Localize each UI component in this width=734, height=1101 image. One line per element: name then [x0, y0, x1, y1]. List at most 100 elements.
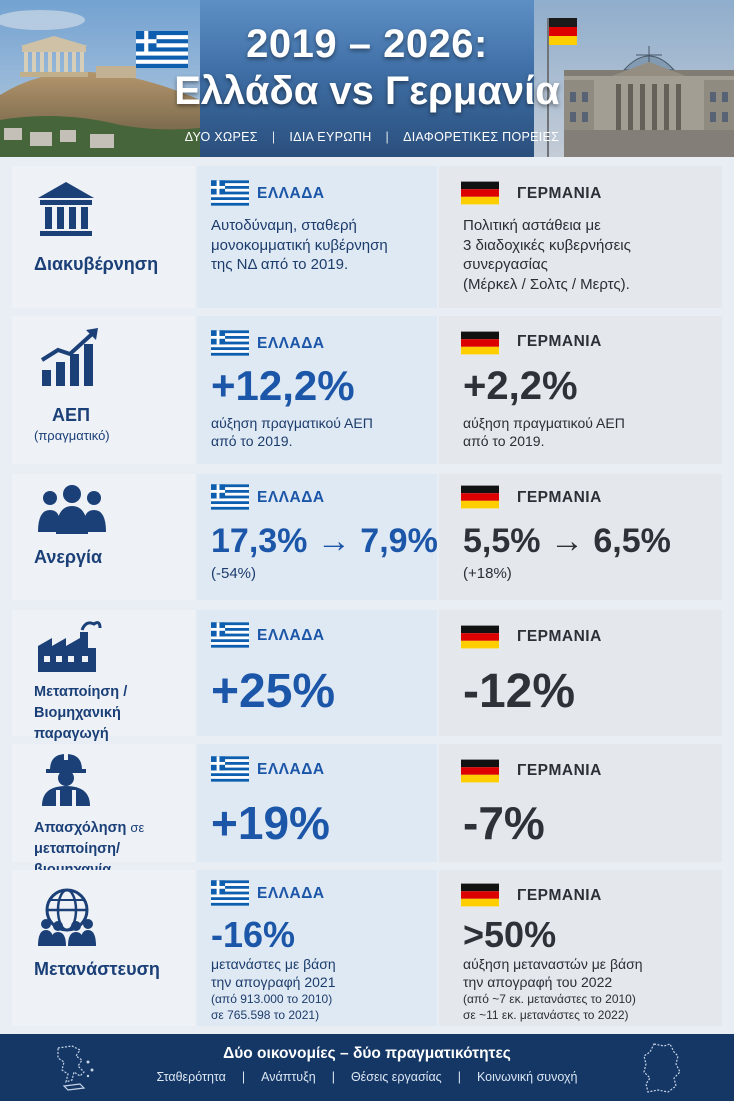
growth-chart-icon: [40, 328, 98, 386]
row-sublabel: (πραγματικό): [34, 428, 110, 443]
text-line: συνεργασίας: [463, 256, 548, 273]
tagline-separator: |: [271, 130, 276, 144]
germany-cell: ΓΕΡΜΑΝΙΑ 5,5% → 6,5% (+18%): [439, 474, 722, 600]
row-gdp: ΑΕΠ (πραγματικό) ΕΛΛΑΔΑ +12,2% αύξηση πρ…: [12, 316, 722, 464]
label-suffix: σε: [130, 820, 145, 835]
footer-keyword: Θέσεις εργασίας: [350, 1070, 442, 1084]
text-line: μονοκομματική κυβέρνηση: [211, 236, 388, 254]
germany-description: αύξηση μεταναστών με βάση την απογραφή τ…: [463, 955, 643, 991]
german-flag-icon: [461, 484, 499, 510]
greece-change: (-54%): [211, 565, 257, 582]
text-line: (Μέρκελ / Σολτς / Μερτς).: [463, 275, 630, 293]
country-name-germany: ΓΕΡΜΑΝΙΑ: [517, 333, 602, 350]
row-label-cell: Μεταποίηση / Βιομηχανική παραγωγή: [12, 610, 195, 742]
text-line: αύξηση πραγματικού ΑΕΠ: [211, 415, 373, 431]
germany-change: (+18%): [463, 565, 512, 582]
greece-value: -16%: [211, 914, 296, 955]
german-flag-icon: [461, 330, 499, 356]
footer-keywords: Σταθερότητα | Ανάπτυξη | Θέσεις εργασίας…: [0, 1070, 734, 1084]
row-label-cell: Απασχόληση σε μεταποίηση/βιομηχανία: [12, 744, 195, 878]
germany-value: +2,2%: [463, 364, 578, 408]
footer-separator: |: [457, 1070, 461, 1084]
label-main: Απασχόληση: [34, 820, 127, 836]
row-label-cell: Μετανάστευση: [12, 870, 195, 1026]
header-text: 2019 – 2026: Ελλάδα vs Γερμανία ΔΥΟ ΧΩΡΕ…: [150, 0, 584, 157]
country-name-germany: ΓΕΡΜΑΝΙΑ: [517, 489, 602, 506]
country-name-germany: ΓΕΡΜΑΝΙΑ: [517, 887, 602, 904]
greek-flag-icon: [211, 756, 249, 782]
row-label: ΑΕΠ: [52, 405, 91, 425]
text-line: από το 2019.: [463, 433, 545, 450]
row-label: Ανεργία: [34, 547, 103, 567]
greece-cell: ΕΛΛΑΔΑ -16% μετανάστες με βάση την απογρ…: [197, 870, 437, 1026]
label-line: Μεταποίηση /: [34, 684, 128, 700]
row-label: Μεταποίηση / Βιομηχανική παραγωγή: [34, 682, 195, 745]
country-name-germany: ΓΕΡΜΑΝΙΑ: [517, 628, 602, 645]
country-name-greece: ΕΛΛΑΔΑ: [257, 489, 325, 506]
factory-icon: [38, 621, 102, 672]
greek-flag-icon: [136, 31, 188, 68]
text-line: την απογραφή του 2022: [463, 974, 613, 991]
germany-cell: ΓΕΡΜΑΝΙΑ -7%: [439, 744, 722, 862]
tagline-item: ΔΙΑΦΟΡΕΤΙΚΕΣ ΠΟΡΕΙΕΣ: [403, 130, 560, 144]
globe-people-icon: [38, 888, 96, 946]
germany-map-icon: [643, 1043, 681, 1093]
germany-cell: ΓΕΡΜΑΝΙΑ +2,2% αύξηση πραγματικού ΑΕΠ απ…: [439, 316, 722, 464]
german-flag-icon: [549, 18, 577, 45]
greece-description: αύξηση πραγματικού ΑΕΠ από το 2019.: [211, 414, 373, 450]
greek-flag-icon: [211, 484, 249, 510]
germany-value: -12%: [463, 665, 576, 718]
germany-cell: ΓΕΡΜΑΝΙΑ >50% αύξηση μεταναστών με βάση …: [439, 870, 722, 1026]
row-unemployment: Ανεργία ΕΛΛΑΔΑ 17,3% → 7,9% (-54%) ΓΕΡΜΑ…: [12, 474, 722, 600]
country-name-greece: ΕΛΛΑΔΑ: [257, 627, 325, 644]
footer-title: Δύο οικονομίες – δύο πραγματικότητες: [223, 1045, 511, 1062]
note-line: σε 765.598 το 2021): [211, 1008, 320, 1023]
country-name-greece: ΕΛΛΑΔΑ: [257, 185, 325, 202]
greece-value: +12,2%: [211, 362, 355, 409]
greece-value: 17,3% → 7,9%: [211, 522, 438, 560]
germany-description: Πολιτική αστάθεια με 3 διαδοχικές κυβερν…: [463, 216, 631, 294]
german-flag-icon: [461, 624, 499, 650]
note-line: σε ~11 εκ. μετανάστες το 2022): [463, 1008, 629, 1023]
greece-value: +19%: [211, 797, 330, 849]
greece-note: (από 913.000 το 2010) σε 765.598 το 2021…: [211, 991, 332, 1023]
greek-flag-icon: [211, 180, 249, 206]
greece-map-icon: [57, 1045, 94, 1091]
greek-flag-icon: [211, 330, 249, 356]
tagline-item: ΙΔΙΑ ΕΥΡΩΠΗ: [289, 130, 372, 144]
country-name-greece: ΕΛΛΑΔΑ: [257, 885, 325, 902]
greece-cell: ΕΛΛΑΔΑ 17,3% → 7,9% (-54%): [197, 474, 438, 600]
row-manufacturing: Μεταποίηση / Βιομηχανική παραγωγή ΕΛΛΑΔΑ…: [12, 610, 722, 742]
german-flag-icon: [461, 180, 499, 206]
greek-flag-icon: [211, 622, 249, 648]
german-flag-icon: [461, 882, 499, 908]
people-group-icon: [38, 485, 106, 534]
text-line: αύξηση πραγματικού ΑΕΠ: [463, 415, 625, 431]
greece-cell: ΕΛΛΑΔΑ Αυτοδύναμη, σταθερή μονοκομματική…: [197, 166, 437, 308]
germany-note: (από ~7 εκ. μετανάστες το 2010) σε ~11 ε…: [463, 991, 636, 1023]
label-line: Βιομηχανική παραγωγή: [34, 705, 121, 743]
footer-keyword: Σταθερότητα: [156, 1070, 226, 1084]
row-label-cell: ΑΕΠ (πραγματικό): [12, 316, 195, 464]
country-name-greece: ΕΛΛΑΔΑ: [257, 335, 325, 352]
government-building-icon: [38, 182, 94, 236]
footer-banner: Δύο οικονομίες – δύο πραγματικότητες Στα…: [0, 1034, 734, 1101]
row-governance: Διακυβέρνηση ΕΛΛΑΔΑ Αυτοδύναμη, σταθερή …: [12, 166, 722, 308]
footer-separator: |: [241, 1070, 246, 1084]
greece-cell: ΕΛΛΑΔΑ +12,2% αύξηση πραγματικού ΑΕΠ από…: [197, 316, 437, 464]
note-line: (από ~7 εκ. μετανάστες το 2010): [463, 992, 636, 1006]
country-name-germany: ΓΕΡΜΑΝΙΑ: [517, 185, 602, 202]
text-line: Αυτοδύναμη, σταθερή: [211, 217, 357, 234]
reichstag-illustration: [534, 0, 734, 157]
page-title: Ελλάδα vs Γερμανία: [174, 69, 560, 113]
page-title-years: 2019 – 2026:: [246, 22, 488, 66]
country-name-greece: ΕΛΛΑΔΑ: [257, 761, 325, 778]
greece-cell: ΕΛΛΑΔΑ +25%: [197, 610, 437, 736]
text-line: από το 2019.: [211, 433, 293, 450]
germany-value: -7%: [463, 797, 545, 849]
germany-description: αύξηση πραγματικού ΑΕΠ από το 2019.: [463, 414, 625, 450]
greece-value: +25%: [211, 665, 336, 718]
tagline: ΔΥΟ ΧΩΡΕΣ | ΙΔΙΑ ΕΥΡΩΠΗ | ΔΙΑΦΟΡΕΤΙΚΕΣ Π…: [160, 130, 584, 144]
text-line: μετανάστες με βάση: [211, 956, 336, 972]
footer-separator: |: [331, 1070, 335, 1084]
